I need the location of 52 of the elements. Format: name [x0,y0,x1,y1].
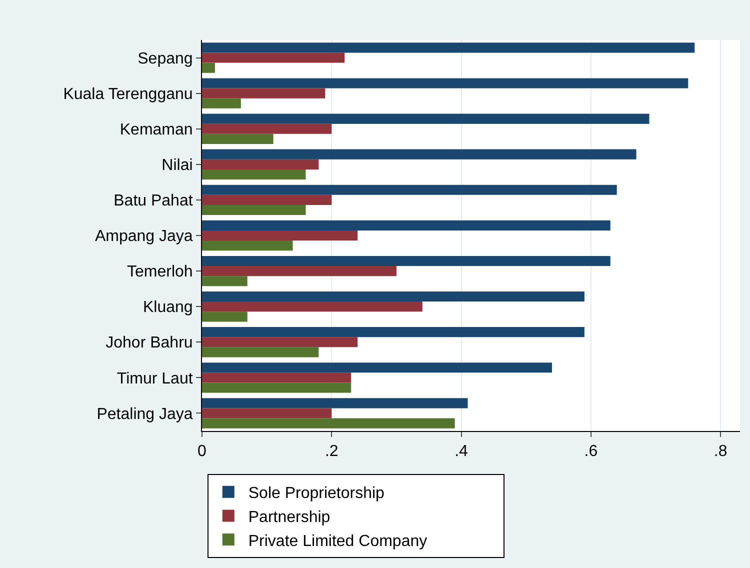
bar [202,418,455,428]
y-tick-label: Nilai [162,157,193,174]
bar [202,302,422,312]
y-tick-label: Kuala Terengganu [63,86,193,103]
bar [202,337,358,348]
bar [202,159,319,170]
bar [202,362,552,373]
bar [202,124,332,134]
bar [202,184,617,195]
bar [202,204,306,216]
bar [202,256,610,266]
legend-label: Sole Proprietorship [248,485,385,502]
bar [202,266,396,276]
y-tick-label: Kluang [142,299,193,316]
x-tick-label: .6 [584,443,598,460]
y-tick-label: Batu Pahat [114,192,194,210]
legend-label: Partnership [248,508,330,526]
y-tick-label: Temerloh [126,264,193,281]
x-tick-label: .2 [324,443,338,460]
legend-label: Private Limited Company [248,532,428,550]
bar [202,52,345,63]
y-tick-label: Ampang Jaya [94,228,193,246]
bar [202,398,468,408]
y-tick-label: Timur Laut [116,370,194,388]
x-tick-label: 0 [198,443,207,460]
bar [202,169,306,180]
bar [202,240,293,251]
bar [202,88,326,98]
bar [202,327,584,338]
bar [202,114,650,124]
bar [202,230,358,241]
x-tick-label: .8 [714,443,728,460]
y-tick-label: Petaling Jaya [96,406,193,423]
bar [202,347,319,358]
bar [202,134,274,144]
y-tick-label: Sepang [138,50,193,68]
y-tick-label: Kemaman [120,121,193,138]
bar [202,78,688,88]
bar [202,382,352,393]
bar [202,276,248,286]
y-tick-label: Johor Bahru [106,334,193,352]
bar [202,312,248,322]
bar [202,98,241,108]
bar [202,408,332,418]
x-tick-label: .4 [454,443,468,460]
bar [202,149,636,160]
bar [202,62,215,73]
bar [202,42,695,53]
bar [202,291,584,302]
bar [202,220,610,230]
bar [202,372,352,383]
bar [202,194,332,205]
